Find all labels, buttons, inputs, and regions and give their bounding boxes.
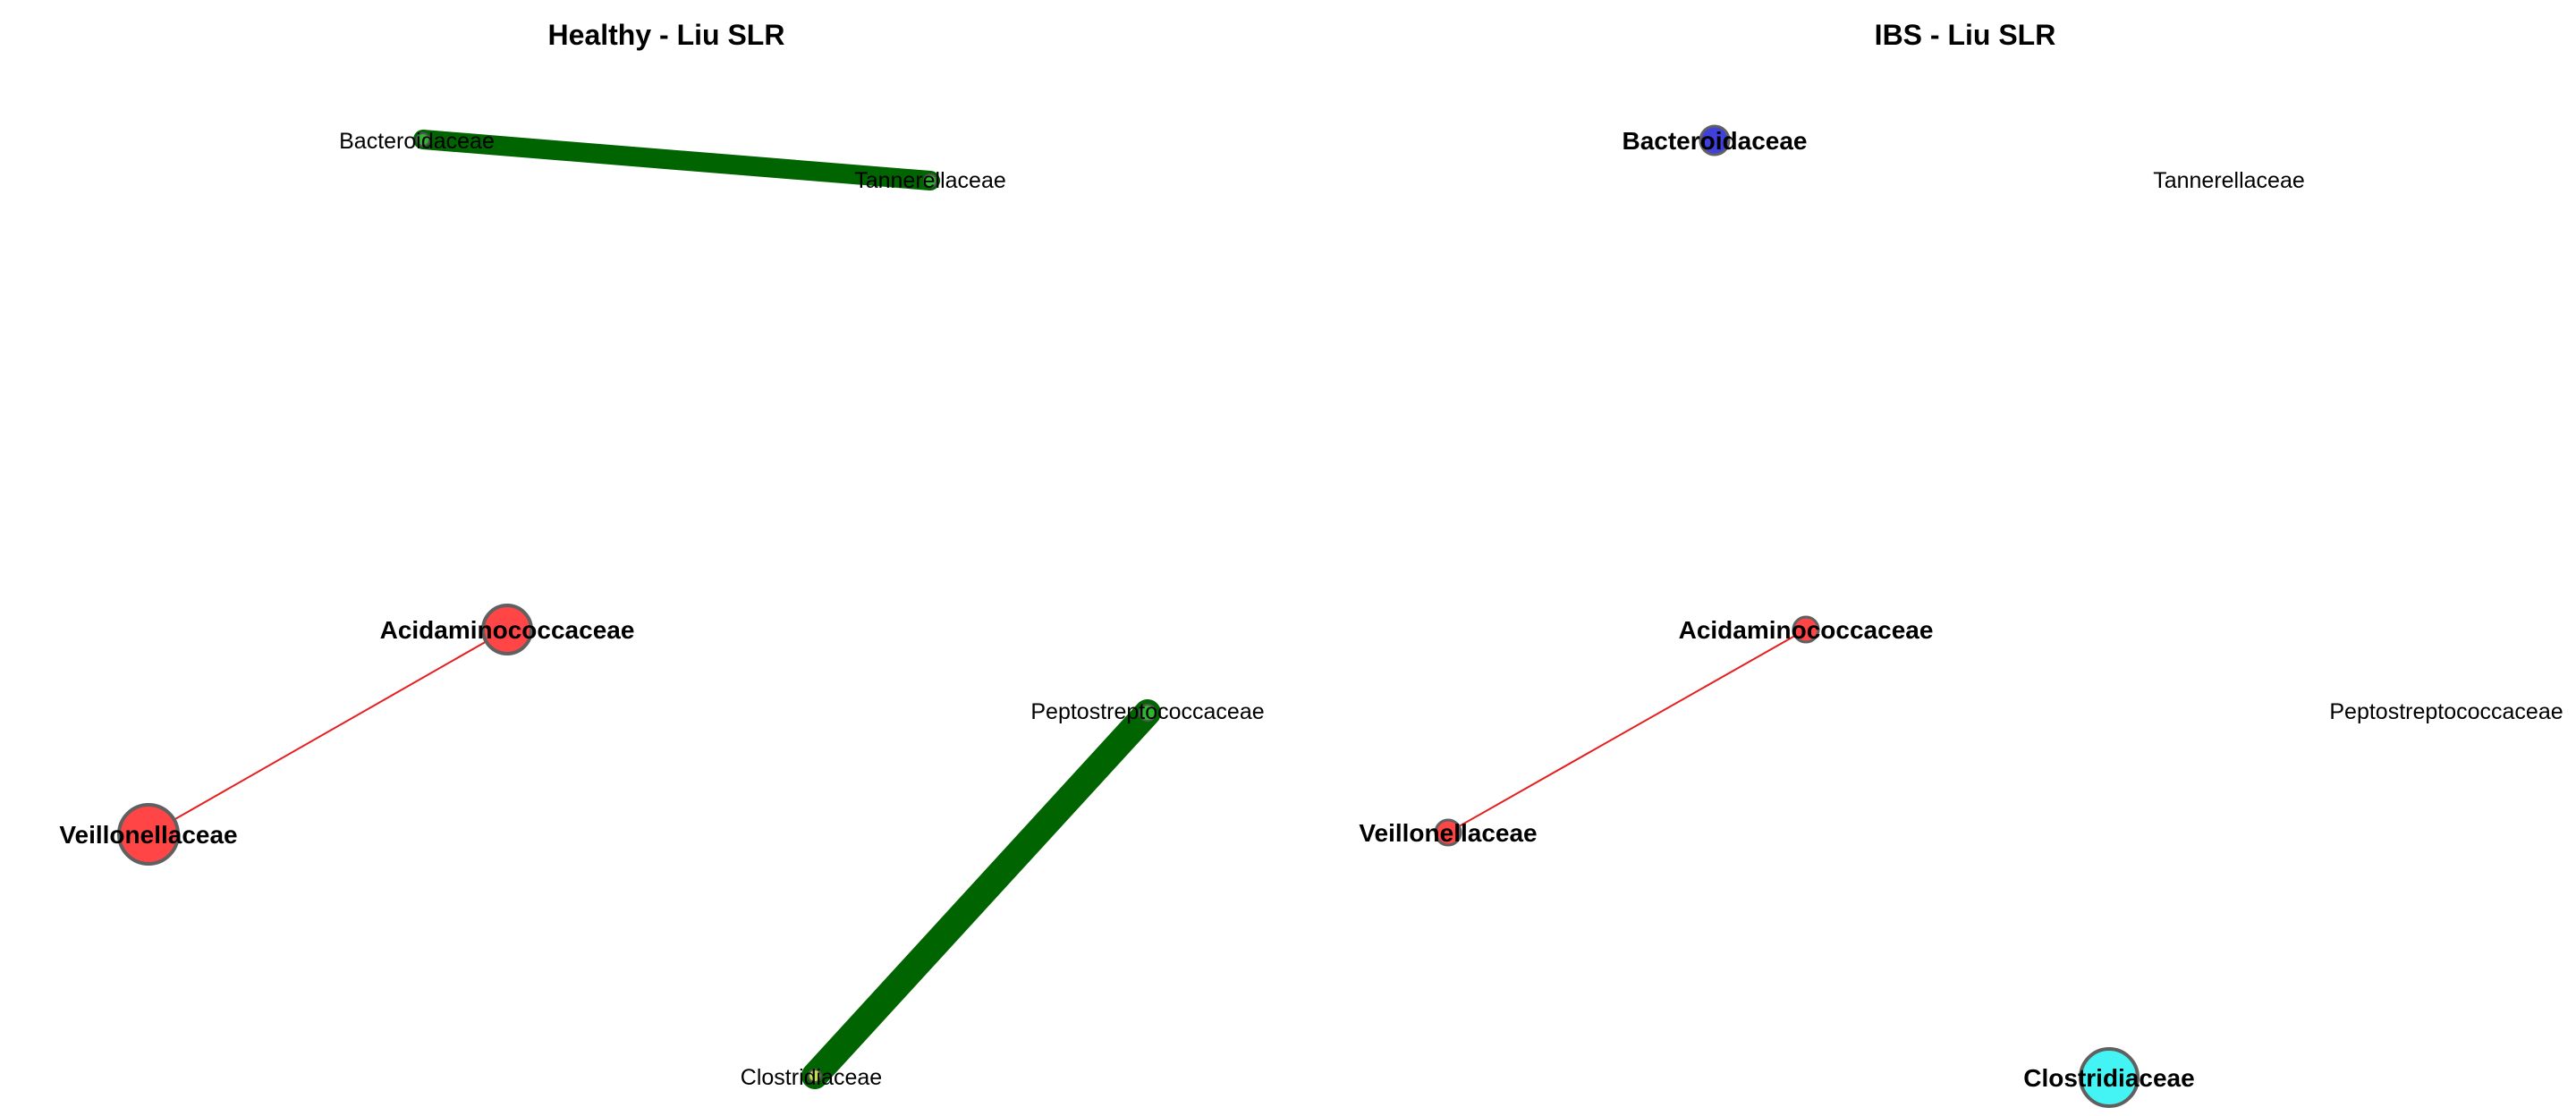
nodes: Bacteroidaceae Tannerellaceae Acidaminoc… <box>59 129 1264 1090</box>
node-marker <box>1792 615 1820 644</box>
node-marker <box>2079 1047 2140 1108</box>
node-acidaminococcaceae: Acidaminococcaceae <box>380 604 635 655</box>
node-label: Acidaminococcaceae <box>1679 616 1934 644</box>
node-clostridiaceae: Clostridiaceae <box>2023 1047 2195 1108</box>
node-peptostreptococcaceae: Peptostreptococcaceae <box>2329 699 2563 724</box>
panel-title: Healthy - Liu SLR <box>548 19 785 51</box>
node-label: Peptostreptococcaceae <box>1030 699 1264 724</box>
edges <box>1447 629 1807 833</box>
panel-title: IBS - Liu SLR <box>1875 19 2056 51</box>
node-marker <box>1139 704 1157 722</box>
node-marker <box>808 1069 822 1083</box>
node-tannerellaceae: Tannerellaceae <box>854 168 1006 193</box>
node-label: Bacteroidaceae <box>1622 127 1807 155</box>
edges <box>148 130 1161 1089</box>
node-label: Tannerellaceae <box>854 168 1006 193</box>
node-marker <box>416 132 430 147</box>
panel-ibs: IBS - Liu SLR Bacteroidaceae Tannerellac… <box>1359 19 2563 1108</box>
nodes: Bacteroidaceae Tannerellaceae Acidaminoc… <box>1359 124 2563 1108</box>
node-bacteroidaceae: Bacteroidaceae <box>339 129 495 154</box>
edge-acidaminococcaceae-veillonellaceae <box>148 629 508 835</box>
node-peptostreptococcaceae: Peptostreptococcaceae <box>1030 699 1264 724</box>
node-marker <box>923 173 937 188</box>
node-label: Clostridiaceae <box>2023 1064 2194 1092</box>
node-marker <box>117 803 180 866</box>
node-label: Veillonellaceae <box>1359 819 1537 847</box>
node-label: Clostridiaceae <box>741 1065 882 1090</box>
node-marker <box>481 604 533 655</box>
panel-healthy: Healthy - Liu SLR Bacteroidaceae Tannere… <box>59 19 1264 1090</box>
node-label: Veillonellaceae <box>59 821 237 849</box>
node-clostridiaceae: Clostridiaceae <box>741 1065 882 1090</box>
node-bacteroidaceae: Bacteroidaceae <box>1622 124 1808 156</box>
edge-acidaminococcaceae-veillonellaceae <box>1447 629 1807 833</box>
edge-peptostreptococcaceae-clostridiaceae <box>801 699 1161 1089</box>
node-acidaminococcaceae: Acidaminococcaceae <box>1679 615 1934 644</box>
node-label: Tannerellaceae <box>2153 168 2305 193</box>
node-label: Bacteroidaceae <box>339 129 495 154</box>
node-veillonellaceae: Veillonellaceae <box>1359 818 1538 847</box>
node-veillonellaceae: Veillonellaceae <box>59 803 238 866</box>
node-label: Acidaminococcaceae <box>380 616 635 644</box>
node-marker <box>1699 124 1731 156</box>
node-label: Peptostreptococcaceae <box>2329 699 2563 724</box>
node-marker <box>1434 818 1462 847</box>
node-tannerellaceae: Tannerellaceae <box>2153 168 2305 193</box>
edge-bacteroidaceae-tannerellaceae <box>413 130 940 190</box>
